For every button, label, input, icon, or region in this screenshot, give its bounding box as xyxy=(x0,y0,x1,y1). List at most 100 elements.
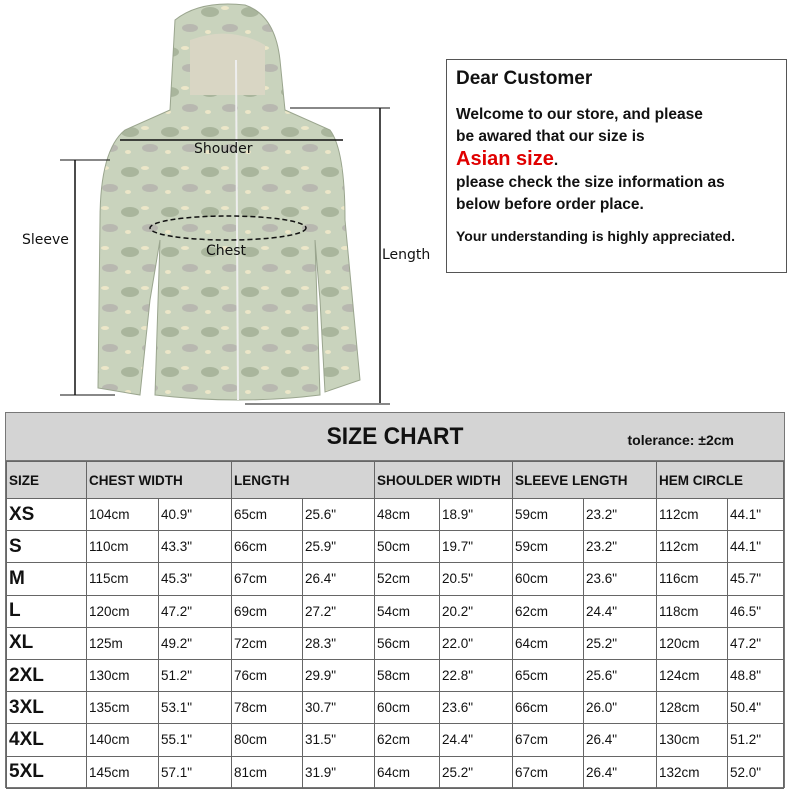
measurement-cell: 51.2" xyxy=(158,658,232,693)
tolerance-note: tolerance: ±2cm xyxy=(627,432,734,448)
measurement-cell: 26.0" xyxy=(582,691,658,725)
measurement-cell: 49.2" xyxy=(158,626,232,660)
size-chart: SIZE CHART tolerance: ±2cm SIZE CHEST WID… xyxy=(5,412,785,789)
measurement-cell: 124cm xyxy=(656,658,729,693)
measurement-cell: 20.2" xyxy=(439,594,513,628)
notice-closing: Your understanding is highly appreciated… xyxy=(456,228,736,244)
measurement-cell: 31.9" xyxy=(302,755,375,789)
table-row: L 120cm 47.2" 69cm 27.2" 54cm 20.2" 62cm 24.4" 11… xyxy=(6,594,784,628)
measurement-cell: 45.3" xyxy=(158,562,232,596)
measurement-cell: 120cm xyxy=(86,594,159,628)
notice-line: below before order place. xyxy=(456,196,644,213)
measurement-cell: 46.5" xyxy=(727,594,784,628)
size-table: SIZE CHEST WIDTH LENGTH SHOULDER WIDTH SLEEV… xyxy=(6,461,784,789)
asian-size-highlight: Asian size xyxy=(456,148,554,170)
highlight-suffix: . xyxy=(553,152,559,169)
measurement-cell: 60cm xyxy=(512,562,584,596)
measurement-cell: 19.7" xyxy=(439,530,513,564)
table-row: 2XL 130cm 51.2" 76cm 29.9" 58cm 22.8" 65cm 25.6"… xyxy=(6,658,784,693)
measurement-cell: 130cm xyxy=(86,658,159,693)
table-row: 5XL 145cm 57.1" 81cm 31.9" 64cm 25.2" 67cm 26.4"… xyxy=(6,755,784,789)
measurement-cell: 28.3" xyxy=(302,626,375,660)
measurement-cell: 57.1" xyxy=(158,755,232,789)
size-cell: L xyxy=(6,594,87,628)
column-header: SIZE xyxy=(6,461,87,499)
notice-line: Welcome to our store, and please xyxy=(456,106,703,123)
table-row: XL 125m 49.2" 72cm 28.3" 56cm 22.0" 64cm 25.2" 12… xyxy=(6,626,784,660)
measurement-cell: 64cm xyxy=(374,755,440,789)
measurement-cell: 112cm xyxy=(656,497,729,532)
size-cell: 3XL xyxy=(6,691,87,725)
measurement-cell: 72cm xyxy=(231,626,303,660)
notice-line: be awared that our size is xyxy=(456,128,645,145)
measurement-cell: 30.7" xyxy=(302,691,375,725)
measurement-cell: 50cm xyxy=(374,530,440,564)
column-header: LENGTH xyxy=(231,461,375,499)
measurement-cell: 59cm xyxy=(512,530,584,564)
notice-line: please check the size information as xyxy=(456,174,725,191)
jacket-figure: Shouder Chest Sleeve Length xyxy=(0,0,440,410)
table-row: 4XL 140cm 55.1" 80cm 31.5" 62cm 24.4" 67cm 26.4"… xyxy=(6,723,784,757)
measurement-cell: 50.4" xyxy=(727,691,784,725)
measurement-cell: 112cm xyxy=(656,530,729,564)
measurement-cell: 48.8" xyxy=(727,658,784,693)
measurement-cell: 20.5" xyxy=(439,562,513,596)
column-header: SLEEVE LENGTH xyxy=(511,461,658,499)
measurement-cell: 66cm xyxy=(512,691,584,725)
measurement-cell: 65cm xyxy=(512,658,584,693)
measurement-cell: 53.1" xyxy=(158,691,232,725)
measurement-cell: 25.9" xyxy=(302,530,375,564)
jacket-illustration xyxy=(60,3,390,405)
measurement-cell: 145cm xyxy=(86,755,159,789)
measurement-cell: 54cm xyxy=(374,594,440,628)
size-cell: 5XL xyxy=(6,755,87,789)
measurement-cell: 135cm xyxy=(86,691,159,725)
measurement-cell: 48cm xyxy=(374,497,440,532)
measurement-cell: 67cm xyxy=(512,723,584,757)
measurement-cell: 23.6" xyxy=(439,691,513,725)
measurement-cell: 104cm xyxy=(86,497,159,532)
shoulder-label: Shouder xyxy=(194,141,253,157)
measurement-cell: 76cm xyxy=(231,658,303,693)
measurement-cell: 23.2" xyxy=(582,530,658,564)
measurement-cell: 27.2" xyxy=(302,594,375,628)
measurement-cell: 140cm xyxy=(86,723,159,757)
chest-label: Chest xyxy=(206,243,247,259)
measurement-cell: 25.6" xyxy=(582,658,658,693)
measurement-cell: 45.7" xyxy=(727,562,784,596)
measurement-cell: 25.2" xyxy=(439,755,513,789)
measurement-cell: 47.2" xyxy=(727,626,784,660)
measurement-cell: 132cm xyxy=(656,755,729,789)
size-cell: S xyxy=(6,530,87,564)
measurement-cell: 40.9" xyxy=(158,497,232,532)
customer-notice: Dear Customer Welcome to our store, and … xyxy=(446,59,787,273)
size-cell: XL xyxy=(6,626,87,660)
measurement-cell: 55.1" xyxy=(158,723,232,757)
measurement-cell: 31.5" xyxy=(302,723,375,757)
measurement-cell: 44.1" xyxy=(727,530,784,564)
measurement-cell: 116cm xyxy=(656,562,729,596)
measurement-cell: 43.3" xyxy=(158,530,232,564)
measurement-cell: 59cm xyxy=(512,497,584,532)
measurement-cell: 130cm xyxy=(656,723,729,757)
measurement-cell: 26.4" xyxy=(302,562,375,596)
measurement-cell: 47.2" xyxy=(158,594,232,628)
table-row: M 115cm 45.3" 67cm 26.4" 52cm 20.5" 60cm 23.6" 11… xyxy=(6,562,784,596)
measurement-cell: 52cm xyxy=(374,562,440,596)
measurement-cell: 26.4" xyxy=(582,723,658,757)
measurement-cell: 23.6" xyxy=(582,562,658,596)
measurement-cell: 65cm xyxy=(231,497,303,532)
measurement-cell: 80cm xyxy=(231,723,303,757)
column-header: CHEST WIDTH xyxy=(86,461,232,499)
measurement-cell: 25.6" xyxy=(302,497,375,532)
measurement-cell: 24.4" xyxy=(439,723,513,757)
measurement-cell: 44.1" xyxy=(727,497,784,532)
measurement-cell: 24.4" xyxy=(582,594,658,628)
table-row: S 110cm 43.3" 66cm 25.9" 50cm 19.7" 59cm 23.2" 11… xyxy=(6,530,784,564)
table-row: XS 104cm 40.9" 65cm 25.6" 48cm 18.9" 59cm 23.2" 1… xyxy=(6,497,784,532)
column-header: HEM CIRCLE xyxy=(656,461,784,499)
table-row: 3XL 135cm 53.1" 78cm 30.7" 60cm 23.6" 66cm 26.0"… xyxy=(6,691,784,725)
measurement-cell: 69cm xyxy=(231,594,303,628)
size-cell: 4XL xyxy=(6,723,87,757)
size-cell: 2XL xyxy=(6,658,87,693)
